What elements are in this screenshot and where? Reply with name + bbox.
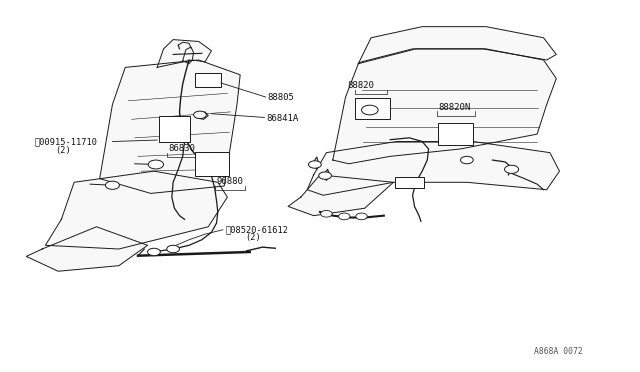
Circle shape [167, 245, 179, 253]
Circle shape [461, 156, 473, 164]
Circle shape [339, 213, 350, 220]
Text: 88805: 88805 [268, 93, 294, 102]
Polygon shape [26, 227, 148, 271]
Circle shape [321, 211, 332, 217]
Circle shape [319, 172, 332, 179]
Text: 96880: 96880 [216, 177, 243, 186]
Polygon shape [100, 60, 240, 193]
Circle shape [356, 213, 367, 220]
Bar [195, 151, 228, 176]
Polygon shape [288, 175, 394, 216]
Text: (2): (2) [245, 233, 261, 243]
Circle shape [504, 165, 518, 173]
Circle shape [362, 105, 378, 115]
Bar [159, 116, 189, 141]
Text: 86830: 86830 [169, 144, 196, 153]
Bar [396, 177, 424, 188]
Bar [438, 123, 473, 145]
Bar [355, 98, 390, 119]
Text: Ⓢ08520-61612: Ⓢ08520-61612 [225, 225, 289, 234]
Text: Ⓦ00915-11710: Ⓦ00915-11710 [35, 138, 97, 147]
Bar [195, 73, 221, 87]
Polygon shape [45, 171, 227, 249]
Text: 88820N: 88820N [438, 103, 470, 112]
Text: 86841A: 86841A [266, 114, 299, 123]
Polygon shape [307, 141, 559, 195]
Polygon shape [157, 39, 211, 67]
Polygon shape [333, 49, 556, 164]
Polygon shape [358, 27, 556, 64]
Circle shape [148, 248, 161, 256]
Circle shape [106, 181, 120, 189]
Text: A868A 0072: A868A 0072 [534, 347, 582, 356]
Text: 88820: 88820 [348, 81, 374, 90]
Circle shape [193, 111, 206, 119]
Circle shape [148, 160, 164, 169]
Circle shape [308, 161, 321, 168]
Text: (2): (2) [55, 146, 71, 155]
